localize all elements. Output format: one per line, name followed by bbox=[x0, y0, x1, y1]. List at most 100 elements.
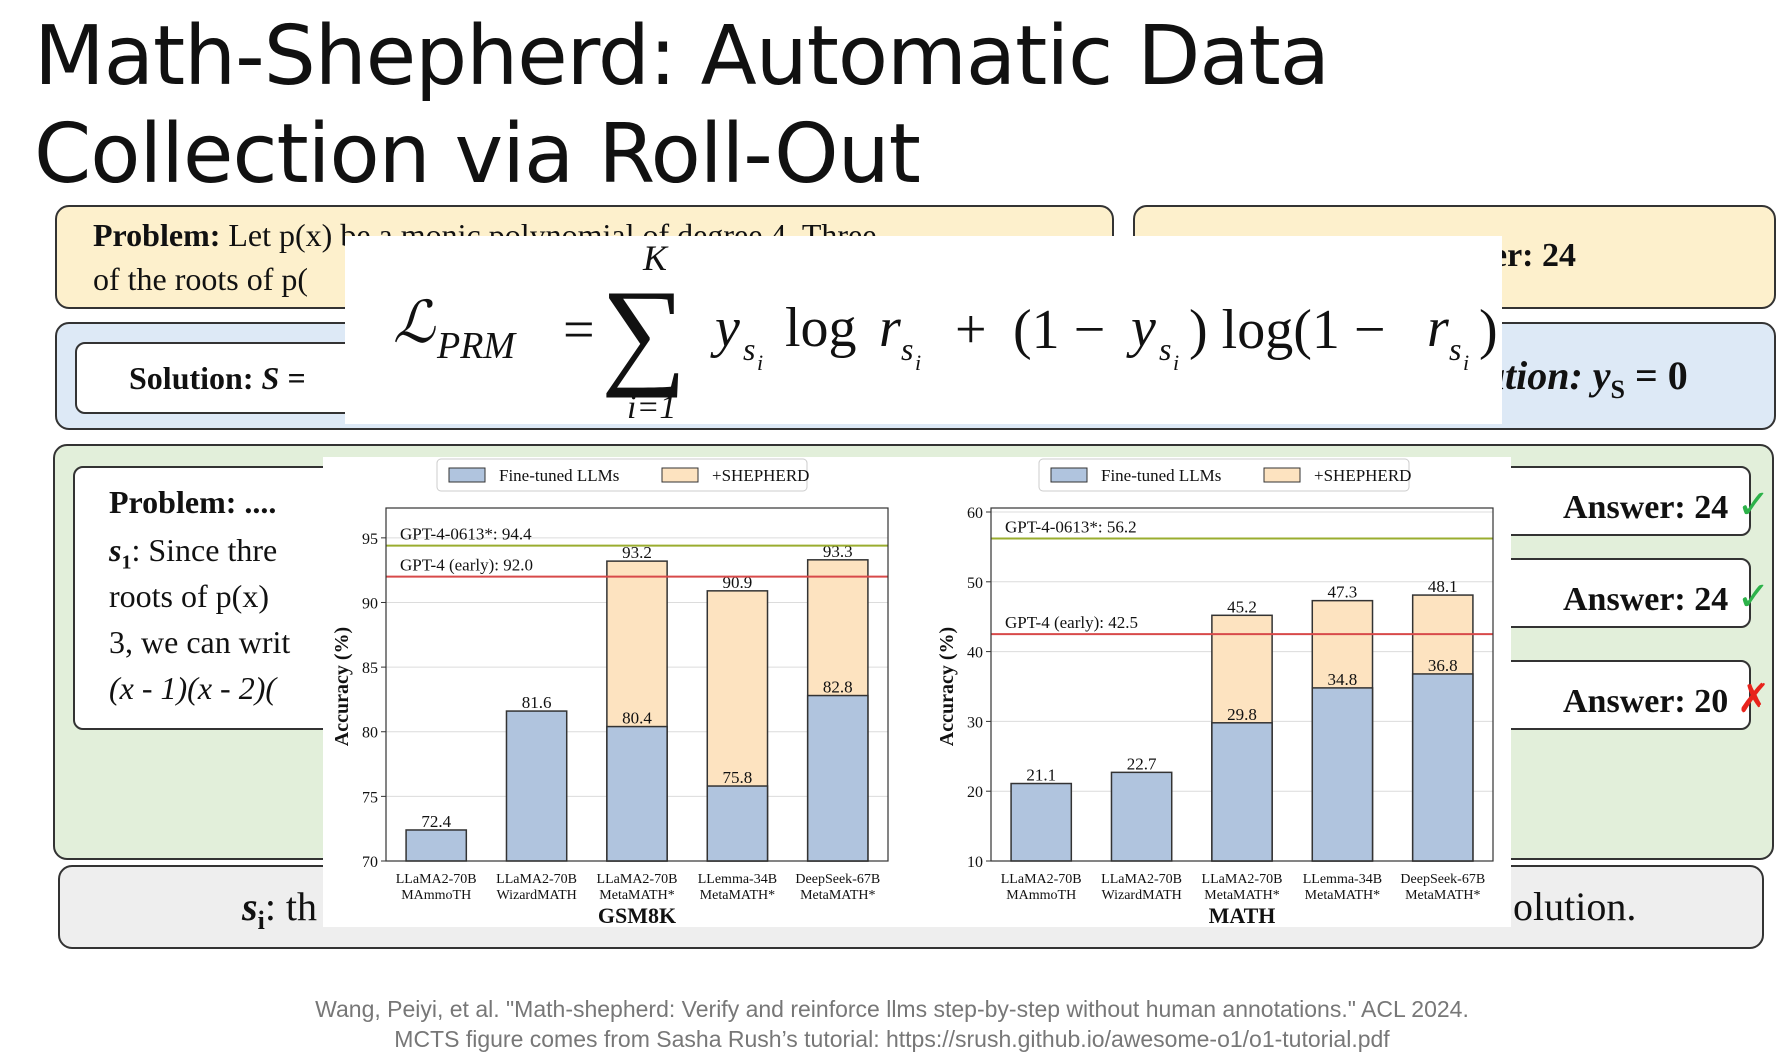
chart2-y-tick-label: 50 bbox=[967, 575, 983, 592]
chart1-x-tick-label-line2: WizardMATH bbox=[496, 888, 576, 903]
answer-card-3: Answer: 20 ✗ bbox=[1477, 660, 1770, 730]
plus-sign: + bbox=[955, 299, 987, 361]
answer-2: Answer: 24 ✓ bbox=[1563, 574, 1770, 620]
chart1-x-tick-label-line2: MetaMATH* bbox=[800, 888, 875, 903]
chart1-reference-label: GPT-4-0613*: 94.4 bbox=[400, 525, 532, 544]
chart2-data-label-finetuned: 22.7 bbox=[1127, 754, 1157, 773]
chart2-plot-frame bbox=[990, 507, 1494, 862]
chart1-y-tick-label: 90 bbox=[362, 595, 378, 612]
chart2-x-tick-label-line1: LLaMA2-70B bbox=[1202, 872, 1283, 887]
step-definition-left: si: th bbox=[242, 883, 317, 936]
chart2-x-axis-label: MATH bbox=[1209, 903, 1276, 927]
step-definition-tail: olution. bbox=[1513, 884, 1637, 929]
rollout-line3: 3, we can writ bbox=[109, 624, 291, 660]
chart2-x-tick-label-line1: LLaMA2-70B bbox=[1101, 872, 1182, 887]
chart2-x-tick-label-line2: MetaMATH* bbox=[1305, 888, 1380, 903]
r-subscript-i-2: i bbox=[1463, 350, 1469, 375]
chart1-y-tick-label: 85 bbox=[362, 660, 378, 677]
chart2-y-tick-label: 20 bbox=[967, 784, 983, 801]
step-si-label: s bbox=[242, 884, 258, 929]
y-s-i-2: y bbox=[1126, 297, 1156, 359]
chart2-y-tick-label: 30 bbox=[967, 714, 983, 731]
rollout-line4: (x - 1)(x - 2)( bbox=[109, 670, 276, 706]
rollout-s1-text: : Since thre bbox=[131, 532, 278, 568]
solution-correctness-sub: S bbox=[1610, 375, 1626, 404]
results-charts-svg: Fine-tuned LLMs +SHEPHERD 70 75 80 85 90 95 72.4… bbox=[331, 458, 1494, 928]
chart1-x-tick-label-line1: DeepSeek-67B bbox=[795, 872, 880, 887]
slide-title-line2: Collection via Roll-Out bbox=[34, 107, 921, 202]
y-subscript-i-2: i bbox=[1173, 350, 1179, 375]
chart2-y-tick-label: 40 bbox=[967, 645, 983, 662]
citation-line1: Wang, Peiyi, et al. "Math-shepherd: Veri… bbox=[315, 996, 1469, 1022]
y-s-i: y bbox=[710, 297, 740, 359]
step-si-text: : th bbox=[264, 884, 318, 929]
close-paren: ) bbox=[1479, 299, 1498, 361]
chart1-y-tick-label: 95 bbox=[362, 531, 378, 548]
chart2-x-tick-label-line2: WizardMATH bbox=[1101, 888, 1181, 903]
chart2-data-label-shepherd: 45.2 bbox=[1227, 597, 1257, 616]
loss-subscript: PRM bbox=[436, 325, 517, 367]
results-charts-panel: Fine-tuned LLMs +SHEPHERD 70 75 80 85 90 95 72.4… bbox=[323, 457, 1511, 928]
chart1-y-tick-label: 75 bbox=[362, 789, 378, 806]
chart1-data-label-finetuned: 82.8 bbox=[823, 678, 853, 697]
answer-card-1: Answer: 24 ✓ bbox=[1477, 466, 1770, 536]
citation-line2: MCTS figure comes from Sasha Rush’s tuto… bbox=[394, 1026, 1390, 1052]
chart2-x-tick-label-line2: MetaMATH* bbox=[1204, 888, 1279, 903]
chart2-data-label-finetuned: 36.8 bbox=[1428, 656, 1458, 675]
solution-variable: S = bbox=[261, 360, 306, 396]
chart1-bar-finetuned bbox=[606, 725, 668, 862]
chart2-legend-label-finetuned: Fine-tuned LLMs bbox=[1101, 466, 1221, 485]
answer-card-2: Answer: 24 ✓ bbox=[1477, 558, 1770, 628]
prm-loss-formula: ℒ PRM = K ∑ i=1 y s i log r s i + (1 − y… bbox=[345, 236, 1502, 426]
chart1-bar-finetuned bbox=[405, 829, 468, 862]
cross-icon: ✗ bbox=[1736, 676, 1771, 722]
step-si-sub: i bbox=[257, 906, 265, 935]
chart1-y-axis-label: Accuracy (%) bbox=[331, 627, 353, 746]
chart2-data-label-finetuned: 34.8 bbox=[1328, 670, 1358, 689]
chart2-data-label-shepherd: 48.1 bbox=[1428, 577, 1458, 596]
chart1-data-label-shepherd: 93.2 bbox=[622, 543, 652, 562]
chart2-x-tick-label-line2: MAmmoTH bbox=[1006, 888, 1076, 903]
log-1: log bbox=[785, 297, 857, 359]
equals-sign: = bbox=[563, 299, 595, 361]
slide-title: Math-Shepherd: Automatic Data Collection… bbox=[34, 8, 1534, 204]
chart2-reference-label: GPT-4 (early): 42.5 bbox=[1005, 613, 1138, 632]
chart1-x-tick-label-line2: MAmmoTH bbox=[401, 888, 471, 903]
chart2-bar-finetuned bbox=[1311, 687, 1374, 862]
chart1-y-tick-label: 70 bbox=[362, 854, 378, 871]
chart1-legend-swatch-shepherd bbox=[661, 467, 699, 483]
chart1-x-tick-label-line1: LLaMA2-70B bbox=[396, 872, 477, 887]
chart2-x-tick-label-line2: MetaMATH* bbox=[1405, 888, 1480, 903]
chart1-x-tick-label-line1: LLemma-34B bbox=[698, 872, 777, 887]
chart1-bar-finetuned bbox=[806, 694, 869, 862]
chart1-bar-finetuned bbox=[706, 785, 769, 862]
chart1-legend-label-shepherd: +SHEPHERD bbox=[712, 466, 809, 485]
rollout-problem-label: Problem: .... bbox=[109, 484, 277, 520]
sum-upper-limit: K bbox=[642, 238, 669, 278]
chart2-reference-label: GPT-4-0613*: 56.2 bbox=[1005, 518, 1137, 537]
chart1-reference-label: GPT-4 (early): 92.0 bbox=[400, 556, 533, 575]
chart2-bar-finetuned bbox=[1211, 722, 1273, 862]
answer-2-text: Answer: 24 bbox=[1563, 581, 1729, 618]
r-subscript-1: s bbox=[901, 331, 913, 367]
sum-symbol: ∑ bbox=[601, 265, 687, 398]
loss-symbol: ℒ bbox=[393, 290, 436, 355]
check-icon: ✓ bbox=[1736, 482, 1771, 528]
solution-correctness: ation: yS = 0 bbox=[1485, 352, 1688, 405]
answer-3: Answer: 20 ✗ bbox=[1563, 676, 1770, 722]
chart1-x-tick-label-line1: LLaMA2-70B bbox=[496, 872, 577, 887]
chart1-legend-box bbox=[436, 458, 808, 492]
answer-1-text: Answer: 24 bbox=[1563, 489, 1729, 526]
chart1-y-tick-label: 80 bbox=[362, 725, 378, 742]
chart2-data-label-finetuned: 29.8 bbox=[1227, 705, 1257, 724]
slide-title-line1: Math-Shepherd: Automatic Data bbox=[34, 9, 1330, 104]
chart2-bar-finetuned bbox=[1010, 782, 1073, 862]
chart2-x-tick-label-line1: LLaMA2-70B bbox=[1001, 872, 1082, 887]
answer-3-text: Answer: 20 bbox=[1563, 683, 1729, 720]
rollout-line2: roots of p(x) bbox=[109, 578, 269, 614]
chart2-bar-finetuned bbox=[1411, 673, 1474, 862]
y-subscript-2: s bbox=[1159, 331, 1171, 367]
chart2-data-label-shepherd: 47.3 bbox=[1328, 583, 1358, 602]
chart1-x-axis-label: GSM8K bbox=[598, 903, 676, 927]
chart2-bar-finetuned bbox=[1110, 771, 1173, 862]
